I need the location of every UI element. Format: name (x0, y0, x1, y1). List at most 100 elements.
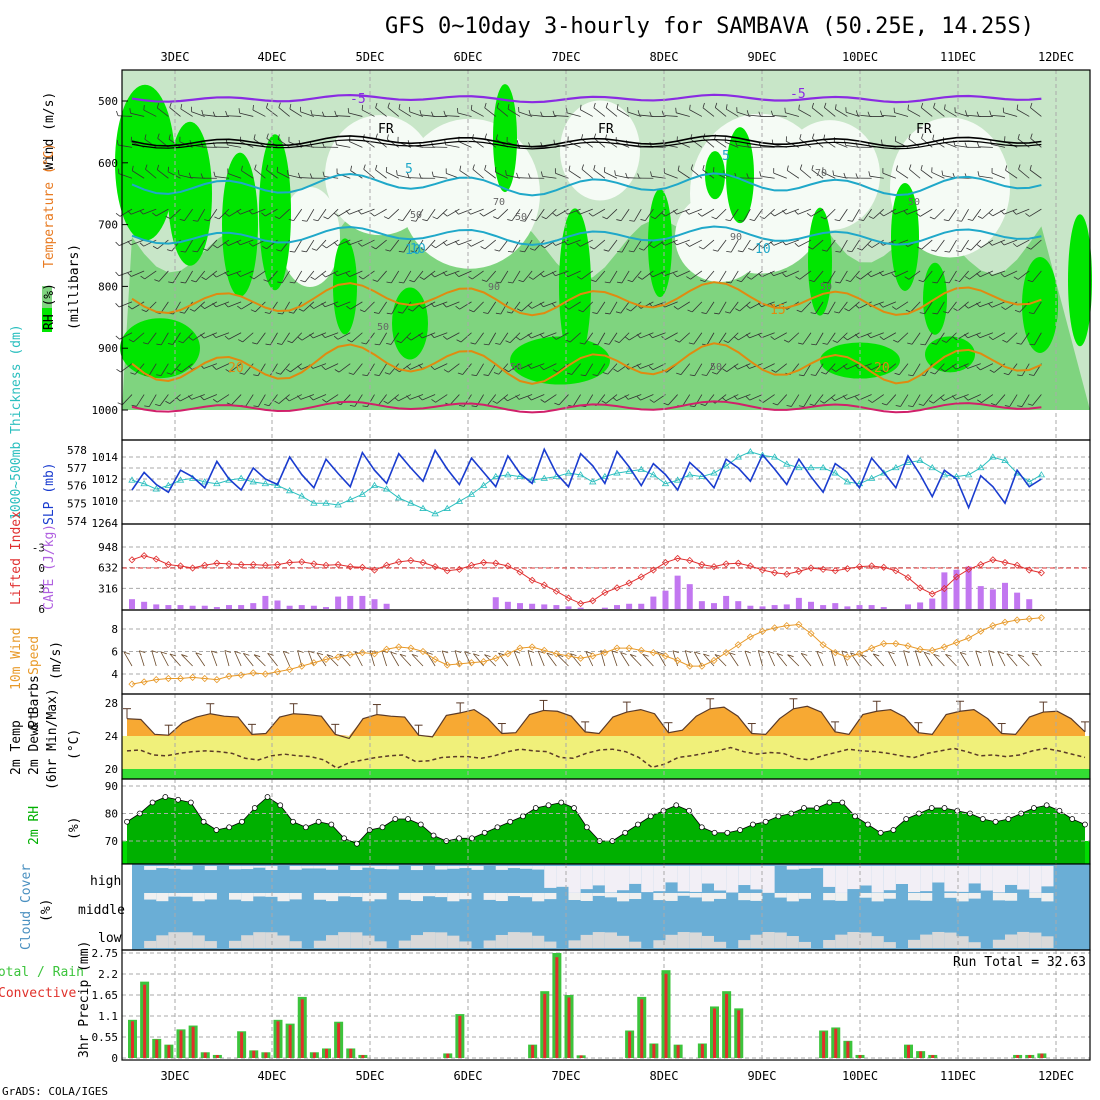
wind-barb (118, 144, 133, 148)
wind-barb (446, 270, 460, 277)
wind-barb (754, 208, 763, 221)
wind-tick-label: 4 (111, 668, 118, 681)
wind-barb-flag (919, 312, 925, 315)
cloud-middle-clear (714, 893, 727, 899)
wind-barb (519, 332, 533, 341)
wind-barb-flag (527, 334, 532, 339)
wind-barb-flag (698, 246, 704, 250)
wind-speed-point (516, 644, 524, 652)
wind-barb-flag (358, 242, 363, 247)
wind-barb-flag (786, 405, 792, 407)
wind-barb-flag (637, 276, 643, 280)
cape-bar (844, 606, 851, 609)
precip-convective-bar (276, 1021, 280, 1058)
wind-barb-flag (373, 312, 379, 314)
wind10-barb (546, 652, 557, 667)
wind-speed-point (540, 646, 548, 654)
cape-bar (153, 604, 160, 609)
thickness-point (722, 462, 730, 469)
wind-barb (387, 394, 400, 404)
wind-barb-flag (454, 272, 459, 277)
rh2m-point (354, 840, 360, 847)
wind-barb-flag (554, 402, 560, 406)
wind-barb (316, 239, 327, 251)
wind10-barb (714, 654, 727, 667)
wind-barb (374, 208, 387, 217)
wind-barb-flag (359, 309, 365, 313)
wind-barb (195, 270, 206, 283)
cloud-high-clear (1029, 866, 1042, 893)
wind-barb (882, 270, 897, 277)
wind-barb-flag (824, 102, 827, 108)
precip-tick-label: 0 (111, 1052, 118, 1065)
wind10-barb (181, 654, 193, 667)
wind10-barb (642, 653, 654, 667)
thickness-point (370, 481, 379, 488)
wind-barb (169, 107, 181, 117)
precip-convective-bar (300, 999, 304, 1058)
wind-speed-point (286, 665, 294, 674)
rh-90-area (168, 121, 212, 266)
wind10-barb-flag (988, 650, 995, 653)
rh2m-point (775, 813, 782, 820)
wind-barb (827, 332, 836, 345)
wind-barb-flag (918, 279, 924, 283)
wind-barb-flag (834, 104, 837, 110)
lifted-point (989, 556, 997, 564)
wind-barb-flag (823, 312, 829, 315)
cape-bar (638, 603, 645, 609)
wind-barb (827, 301, 836, 315)
rh2m-point (813, 805, 820, 811)
wind-barb (256, 332, 266, 345)
cloud-low-bar (398, 940, 411, 948)
wind-barb (741, 270, 751, 282)
wind-barb-flag (418, 396, 423, 401)
wind10-barb-flag (642, 653, 649, 657)
wind-barb-flag (418, 364, 423, 369)
cape-bar (820, 605, 827, 609)
cape-bar (129, 599, 135, 609)
wind-barb (496, 394, 509, 404)
wind-barb (835, 363, 848, 372)
wind10-barb (757, 650, 763, 667)
wind-barb (422, 394, 436, 401)
wind-barb-flag (617, 250, 623, 253)
wind-barb-flag (395, 368, 400, 373)
cloud-middle-clear (653, 893, 666, 901)
lifted-point (128, 556, 136, 564)
wind-barb (216, 270, 230, 278)
wind-barb-flag (953, 308, 959, 312)
rh2m-point (762, 818, 769, 825)
wind-barb-flag (309, 305, 314, 309)
wind-barb-flag (471, 405, 477, 408)
wind-barb-flag (309, 334, 314, 339)
wind-barb (870, 270, 884, 278)
wind-barb-flag (965, 276, 970, 280)
rh2m-point (328, 821, 335, 828)
wind-speed-point (819, 641, 827, 649)
wind-barb-flag (192, 250, 198, 253)
cloud-middle-clear (580, 893, 593, 901)
precip-convective-bar (1040, 1053, 1044, 1058)
wind-barb-flag (552, 369, 558, 373)
wind-barb (306, 208, 315, 222)
wind10-barb-flag (744, 650, 752, 654)
wind-barb-flag (917, 246, 922, 250)
wind-speed-point (504, 650, 512, 658)
wind-barb (798, 239, 812, 247)
wind10-barb-flag (390, 651, 397, 655)
wind-barb (580, 109, 593, 117)
cloud-middle-clear (689, 893, 702, 898)
cape-bar (201, 605, 208, 609)
cape-bar (747, 605, 754, 609)
wind-barb-flag (799, 164, 803, 170)
wind-barb-flag (867, 366, 872, 371)
cape-tick-label: 632 (98, 562, 118, 575)
pressure-tick-label: 800 (98, 280, 118, 293)
wind-barb (227, 144, 242, 148)
wind-barb-flag (212, 273, 217, 278)
wind-barb-flag (893, 339, 898, 343)
wind-barb (764, 208, 775, 219)
wind-barb (378, 363, 387, 376)
wind-barb-flag (385, 249, 391, 252)
